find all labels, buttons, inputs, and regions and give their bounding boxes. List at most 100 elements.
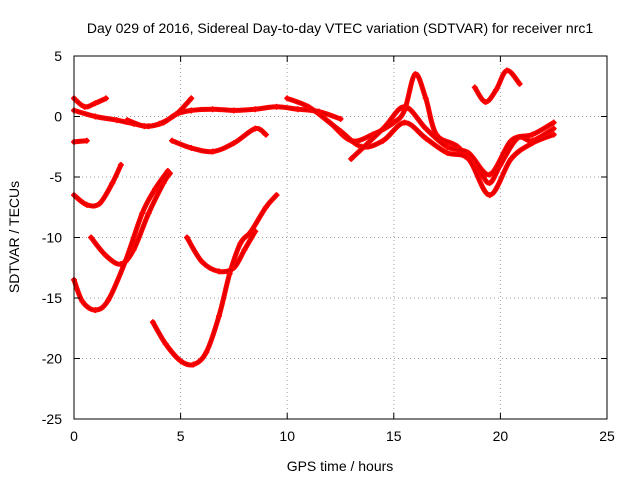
x-tick-label: 25: [599, 428, 615, 444]
data-point: [198, 258, 205, 265]
x-tick-label: 0: [70, 428, 78, 444]
data-point: [230, 264, 237, 271]
y-tick-label: -10: [42, 230, 62, 246]
data-point: [422, 125, 429, 132]
data-point: [139, 210, 146, 217]
series-core-arc-10: [186, 230, 257, 273]
data-point: [92, 113, 99, 120]
series-line-arc-11: [284, 71, 557, 186]
chart-title: Day 029 of 2016, Sidereal Day-to-day VTE…: [87, 20, 593, 36]
data-point: [188, 107, 195, 114]
data-point: [486, 171, 493, 178]
data-point: [316, 111, 323, 118]
plot-frame: [73, 55, 608, 420]
series-core-arc-8: [73, 169, 169, 312]
data-point: [190, 361, 197, 368]
data-point: [444, 149, 451, 156]
data-point: [412, 71, 419, 78]
data-point: [164, 167, 171, 174]
data-point: [141, 123, 148, 130]
data-point: [117, 161, 124, 168]
data-point: [471, 84, 478, 91]
data-point: [102, 252, 109, 259]
data-point: [262, 204, 269, 211]
data-point: [503, 67, 510, 74]
data-point: [88, 234, 95, 241]
data-point: [422, 95, 429, 102]
series-core-arc-11: [286, 73, 555, 185]
grid-lines: [74, 56, 607, 419]
data-point: [337, 128, 344, 135]
data-point: [230, 140, 237, 147]
data-point: [124, 117, 131, 124]
data-point: [550, 119, 557, 126]
data-point: [209, 148, 216, 155]
x-tick-label: 20: [493, 428, 509, 444]
data-point: [550, 125, 557, 132]
data-point: [284, 95, 291, 102]
series-core-arc-1: [73, 97, 107, 108]
data-point: [529, 131, 536, 138]
data-point: [145, 210, 152, 217]
data-point: [486, 180, 493, 187]
data-point: [348, 155, 355, 162]
series-line-arc-5: [169, 125, 269, 155]
data-point: [149, 319, 156, 326]
y-tick-label: 5: [54, 48, 62, 64]
data-point: [215, 268, 222, 275]
data-point: [215, 313, 222, 320]
data-point: [252, 125, 259, 132]
data-point: [380, 125, 387, 132]
data-point: [122, 258, 129, 265]
data-point: [92, 100, 99, 107]
data-point: [273, 192, 280, 199]
data-point: [486, 192, 493, 199]
data-point: [252, 228, 259, 235]
data-point: [444, 143, 451, 150]
data-point: [252, 106, 259, 113]
data-point: [508, 155, 515, 162]
data-point: [209, 106, 216, 113]
y-tick-label: -5: [50, 169, 63, 185]
data-point: [92, 307, 99, 314]
data-point: [550, 131, 557, 138]
data-point: [81, 103, 88, 110]
y-axis-label: SDTVAR / TECUs: [6, 181, 22, 293]
data-point: [422, 135, 429, 142]
data-point: [516, 80, 523, 87]
series-core-arc-14: [473, 69, 521, 103]
data-point: [188, 144, 195, 151]
series-core-arc-13: [350, 105, 555, 176]
data-point: [109, 180, 116, 187]
data-point: [156, 120, 163, 127]
data-point: [83, 201, 90, 208]
data-point: [401, 103, 408, 110]
x-tick-label: 10: [279, 428, 295, 444]
data-point: [241, 246, 248, 253]
x-tick-label: 5: [177, 428, 185, 444]
data-point: [305, 103, 312, 110]
data-point: [482, 98, 489, 105]
data-point: [177, 357, 184, 364]
data-point: [337, 115, 344, 122]
x-tick-label: 15: [386, 428, 402, 444]
data-point: [508, 137, 515, 144]
data-series: [71, 67, 557, 368]
data-point: [380, 137, 387, 144]
data-point: [113, 117, 120, 124]
y-tick-label: -25: [42, 411, 62, 427]
data-point: [401, 119, 408, 126]
data-point: [83, 137, 90, 144]
x-axis-label: GPS time / hours: [287, 458, 394, 474]
data-point: [105, 297, 112, 304]
data-point: [183, 234, 190, 241]
y-tick-label: -20: [42, 351, 62, 367]
data-point: [152, 186, 159, 193]
data-point: [188, 95, 195, 102]
data-point: [169, 137, 176, 144]
data-point: [390, 119, 397, 126]
data-point: [230, 107, 237, 114]
data-point: [465, 155, 472, 162]
data-point: [162, 340, 169, 347]
